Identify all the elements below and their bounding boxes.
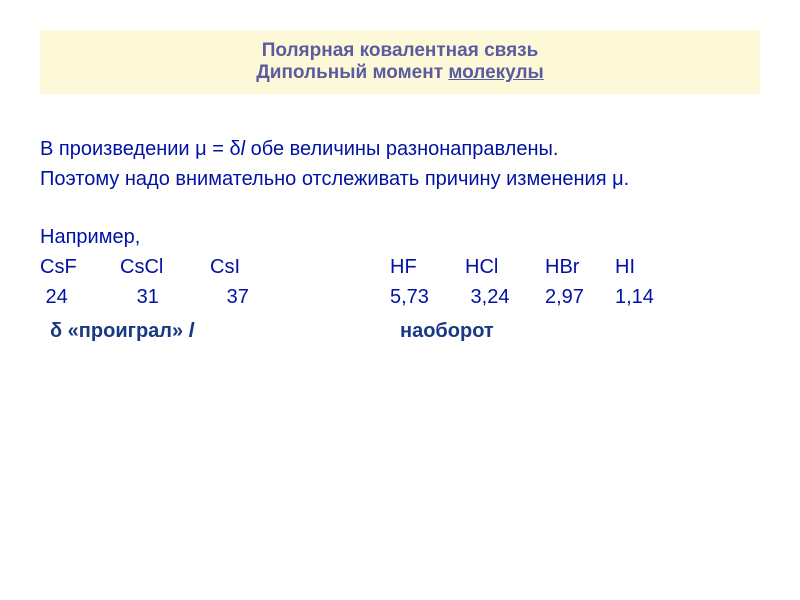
para1-part1: В произведении μ = δ [40, 138, 241, 160]
title-line-2: Дипольный момент молекулы [60, 62, 740, 84]
footer-right: наоборот [400, 316, 494, 346]
footer-left: δ «проиграл» l [40, 316, 194, 346]
title-line-2-plain: Дипольный момент [256, 62, 448, 83]
cell-v3: 37 [210, 282, 390, 312]
cell-csf: CsF [40, 252, 120, 282]
title-box: Полярная ковалентная связь Дипольный мом… [40, 30, 760, 94]
content-area: В произведении μ = δ l обе величины разно… [40, 134, 760, 346]
cell-csi: CsI [210, 252, 390, 282]
cell-hcl: HCl [465, 252, 545, 282]
footer-left-italic: l [189, 320, 195, 342]
footer-left-delta: δ «проиграл» [50, 320, 189, 342]
paragraph-1: В произведении μ = δl обе величины разно… [40, 134, 760, 164]
cell-v2: 31 [120, 282, 210, 312]
cell-v1: 24 [40, 282, 120, 312]
cell-cscl: CsCl [120, 252, 210, 282]
para1-part2: обе величины разнонаправлены. [245, 138, 558, 160]
cell-v4: 5,73 [390, 282, 465, 312]
cell-v6: 2,97 [545, 282, 615, 312]
cell-hf: HF [390, 252, 465, 282]
footer-line: δ «проиграл» l наоборот [40, 316, 760, 346]
slide-container: Полярная ковалентная связь Дипольный мом… [0, 0, 800, 600]
table-row-values: 24 31 37 5,73 3,24 2,97 1,14 [40, 282, 760, 312]
cell-hbr: HBr [545, 252, 615, 282]
example-label: Например, [40, 222, 760, 252]
paragraph-2: Поэтому надо внимательно отслеживать при… [40, 164, 760, 194]
spacer [40, 194, 760, 222]
cell-hi: HI [615, 252, 760, 282]
table-row-compounds: CsF CsCl CsI HF HCl HBr HI [40, 252, 760, 282]
title-line-2-underlined: молекулы [448, 62, 543, 83]
cell-v7: 1,14 [615, 282, 760, 312]
data-table: CsF CsCl CsI HF HCl HBr HI 24 31 37 5,73… [40, 252, 760, 312]
title-line-1: Полярная ковалентная связь [60, 40, 740, 62]
cell-v5: 3,24 [465, 282, 545, 312]
